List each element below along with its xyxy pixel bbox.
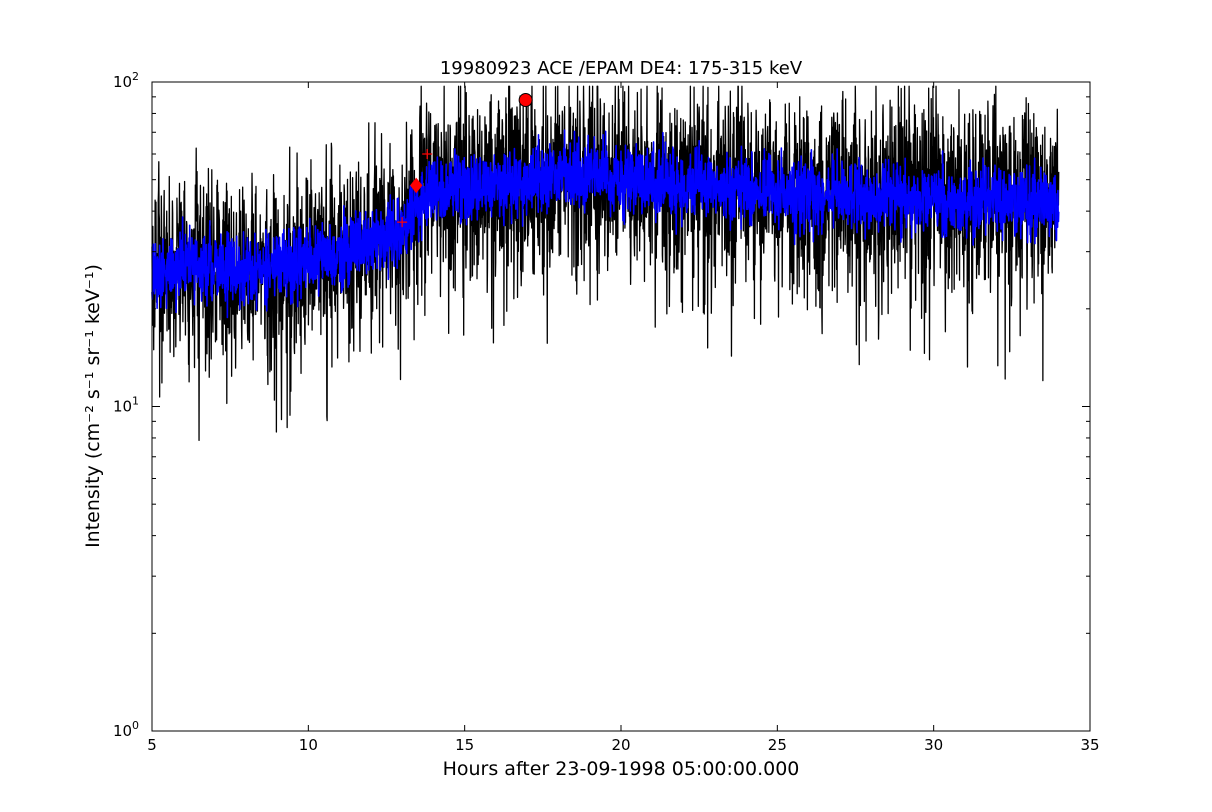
series-smoothed-line: [151, 129, 1060, 319]
marker-plus-2: [397, 217, 408, 228]
y-axis-title: Intensity (cm⁻² s⁻¹ sr⁻¹ keV⁻¹): [82, 264, 104, 548]
y-tick-label: 101: [113, 395, 139, 416]
x-tick-label: 10: [299, 736, 318, 754]
y-axis: 100 101 102: [113, 70, 1090, 740]
x-axis-title: Hours after 23-09-1998 05:00:00.000: [443, 758, 800, 780]
y-tick-label: 100: [113, 719, 139, 740]
plot-markers: [397, 93, 533, 228]
x-tick-label: 30: [924, 736, 943, 754]
peak-marker-circle: [518, 93, 533, 108]
chart-title: 19980923 ACE /EPAM DE4: 175-315 keV: [440, 58, 803, 79]
x-tick-label: 25: [768, 736, 787, 754]
x-tick-label: 20: [611, 736, 630, 754]
x-axis: 5 10 15 20 25 30 35: [147, 82, 1100, 754]
plot-lines: [151, 85, 1060, 441]
onset-marker-diamond: [410, 177, 423, 194]
marker-plus-3: [422, 148, 433, 159]
x-tick-label: 35: [1080, 736, 1099, 754]
x-tick-label: 15: [455, 736, 474, 754]
x-tick-label: 5: [147, 736, 157, 754]
y-tick-label: 102: [113, 70, 139, 91]
